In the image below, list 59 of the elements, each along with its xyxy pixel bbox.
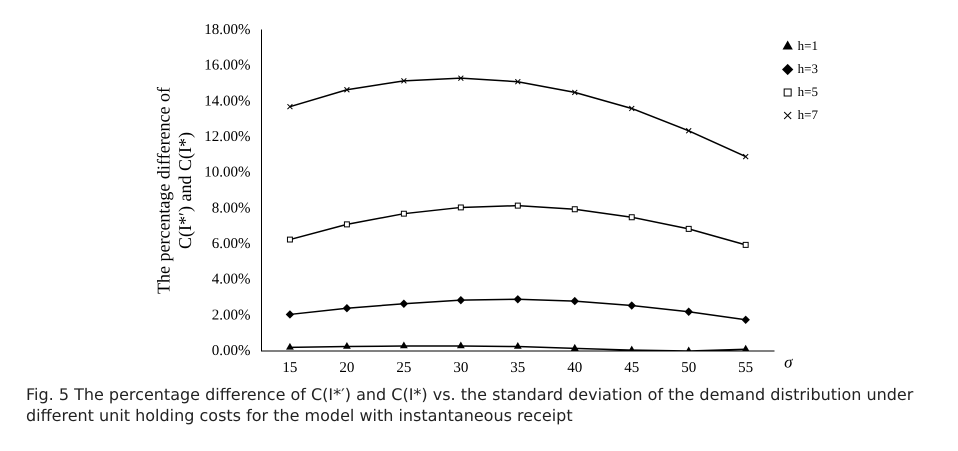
point: [400, 210, 407, 217]
point: [742, 316, 750, 324]
caption: Fig. 5 The percentage difference of C(I*′) and C(I*) vs. the standard deviation of the demand distribution under different unit holding costs for the model with instantaneous receipt: [26, 384, 914, 426]
x-tick-label: 25: [396, 360, 412, 376]
x-tick-label: 30: [453, 360, 468, 376]
point: [286, 104, 293, 110]
point: [457, 342, 464, 348]
point: [400, 78, 407, 84]
point: [570, 297, 579, 306]
point: [572, 89, 578, 96]
y-tick-label: 8.00%: [212, 200, 250, 216]
y-tick-label: 2.00%: [212, 307, 250, 324]
point: [686, 226, 692, 232]
point: [742, 242, 749, 248]
point: [400, 300, 408, 308]
x-tick-label: 45: [624, 360, 640, 376]
point: [742, 154, 749, 160]
point: [458, 75, 464, 82]
x-tick-label: 40: [567, 360, 582, 376]
point: [571, 344, 578, 351]
point: [344, 86, 350, 93]
point: [456, 296, 465, 304]
y-axis-title: The percentage difference of C(I*′) and C(I*): [154, 86, 196, 294]
y-tick-label: 16.00%: [204, 58, 250, 74]
y-tick-label: 4.00%: [212, 272, 250, 288]
y-tick-label: 0.00%: [212, 342, 250, 359]
point: [286, 343, 294, 350]
point: [458, 204, 464, 210]
point: [343, 342, 350, 349]
x-tick-label: 50: [681, 360, 696, 376]
y-tick-label: 12.00%: [204, 128, 250, 145]
x-tick-label: 15: [282, 360, 298, 376]
y-tick-label: 14.00%: [204, 93, 250, 110]
point: [286, 310, 294, 318]
point: [628, 105, 635, 112]
x-axis-title: σ: [784, 352, 794, 372]
point: [742, 345, 750, 351]
point: [514, 342, 522, 349]
point: [684, 308, 693, 316]
legend-label: h=5: [798, 84, 818, 99]
y-tick-label: 18.00%: [204, 22, 250, 38]
point: [400, 342, 408, 348]
x-tick-label: 55: [738, 360, 754, 376]
legend-label: h=1: [798, 38, 818, 53]
x-tick-label: 20: [339, 360, 354, 376]
legend-label: h=3: [798, 60, 818, 76]
x-tick-label: 35: [510, 360, 526, 376]
point: [686, 128, 692, 134]
point: [514, 295, 522, 304]
y-tick-label: 10.00%: [204, 164, 250, 181]
point: [286, 236, 293, 243]
legend-label: h=7: [798, 106, 818, 122]
point: [628, 302, 636, 310]
point: [514, 78, 521, 85]
y-tick-label: 6.00%: [212, 236, 250, 252]
point: [514, 202, 521, 209]
point: [342, 304, 351, 312]
point: [344, 221, 350, 228]
point: [572, 206, 578, 212]
